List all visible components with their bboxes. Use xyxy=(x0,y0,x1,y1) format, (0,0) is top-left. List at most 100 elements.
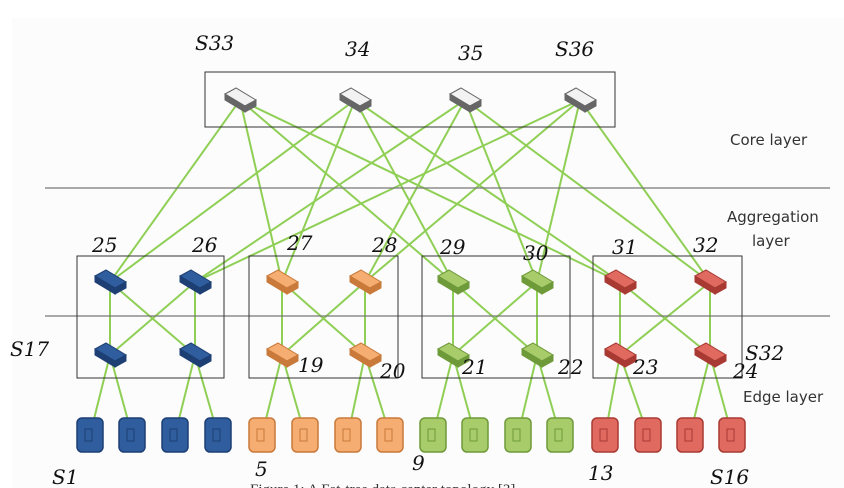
switch-side xyxy=(541,354,554,368)
core-switch xyxy=(563,87,598,113)
edge-side-label: S32 xyxy=(745,341,784,365)
edge-label: 23 xyxy=(632,355,658,379)
server-slot xyxy=(384,428,393,442)
edge-switch xyxy=(178,342,213,368)
server-body xyxy=(419,417,447,453)
edge-label: S17 xyxy=(10,337,49,361)
switch-side xyxy=(199,354,212,368)
server-label: 13 xyxy=(588,461,613,485)
switch-side xyxy=(624,281,637,295)
server-body xyxy=(118,417,146,453)
server-label: S1 xyxy=(52,465,78,488)
server-slot xyxy=(642,428,651,442)
core-label: 35 xyxy=(458,41,483,65)
link xyxy=(536,99,581,283)
agg-label: 31 xyxy=(612,235,637,259)
core-label: S33 xyxy=(195,31,234,55)
server-body xyxy=(718,417,746,453)
switch-side xyxy=(457,281,470,295)
link xyxy=(109,99,356,283)
link xyxy=(281,99,356,283)
layer-label: Aggregation xyxy=(727,208,819,226)
link xyxy=(364,99,466,283)
server-body xyxy=(291,417,319,453)
edge-switch xyxy=(603,342,638,368)
link xyxy=(194,99,581,283)
server-label: S16 xyxy=(710,465,749,488)
server xyxy=(546,417,574,453)
switch-side xyxy=(114,281,127,295)
link xyxy=(239,99,454,283)
server xyxy=(376,417,404,453)
link xyxy=(452,281,538,356)
agg-label: 25 xyxy=(91,233,117,257)
server-label: 9 xyxy=(412,451,425,475)
edge-switch xyxy=(520,342,555,368)
edge-switch xyxy=(265,342,300,368)
server xyxy=(161,417,189,453)
server-slot xyxy=(599,428,608,442)
server-slot xyxy=(212,428,221,442)
switch-side xyxy=(244,99,257,113)
server xyxy=(461,417,489,453)
server xyxy=(204,417,232,453)
switch-side xyxy=(286,354,299,368)
switch-side xyxy=(541,281,554,295)
server-body xyxy=(676,417,704,453)
link xyxy=(239,99,283,283)
server-body xyxy=(546,417,574,453)
server-body xyxy=(161,417,189,453)
server xyxy=(718,417,746,453)
aggregation-switch xyxy=(178,269,213,295)
server-body xyxy=(591,417,619,453)
server-slot xyxy=(342,428,351,442)
server-body xyxy=(634,417,662,453)
server-slot xyxy=(84,428,93,442)
edge-switch xyxy=(348,342,383,368)
switch-side xyxy=(469,99,482,113)
server xyxy=(634,417,662,453)
switch-side xyxy=(359,99,372,113)
switch-side xyxy=(624,354,637,368)
server-slot xyxy=(554,428,563,442)
core-label: S36 xyxy=(555,37,594,61)
aggregation-switch xyxy=(348,269,383,295)
agg-label: 27 xyxy=(286,231,313,255)
server xyxy=(291,417,319,453)
server xyxy=(419,417,447,453)
link xyxy=(579,99,711,283)
edge-label: 22 xyxy=(557,355,583,379)
devices xyxy=(76,87,746,453)
core-switch xyxy=(223,87,258,113)
aggregation-switch xyxy=(603,269,638,295)
switch-side xyxy=(286,281,299,295)
server xyxy=(248,417,276,453)
aggregation-switch xyxy=(436,269,471,295)
aggregation-switch xyxy=(693,269,728,295)
link xyxy=(464,99,538,283)
server-label: 5 xyxy=(255,457,268,481)
switch-side xyxy=(584,99,597,113)
edge-switch xyxy=(436,342,471,368)
agg-label: 28 xyxy=(371,233,397,257)
link xyxy=(194,99,466,283)
core-switch xyxy=(338,87,373,113)
link xyxy=(364,99,581,283)
server-body xyxy=(334,417,362,453)
link xyxy=(239,99,621,283)
agg-label: 30 xyxy=(523,241,549,265)
server-body xyxy=(376,417,404,453)
edge-switch xyxy=(693,342,728,368)
server-body xyxy=(504,417,532,453)
server-slot xyxy=(684,428,693,442)
pod-box xyxy=(421,255,571,379)
pod-box xyxy=(592,255,743,379)
server-body xyxy=(204,417,232,453)
server xyxy=(504,417,532,453)
link xyxy=(109,281,196,356)
switch-side xyxy=(714,281,727,295)
layer-label: Core layer xyxy=(730,131,808,149)
agg-label: 26 xyxy=(191,233,218,257)
switch-side xyxy=(199,281,212,295)
